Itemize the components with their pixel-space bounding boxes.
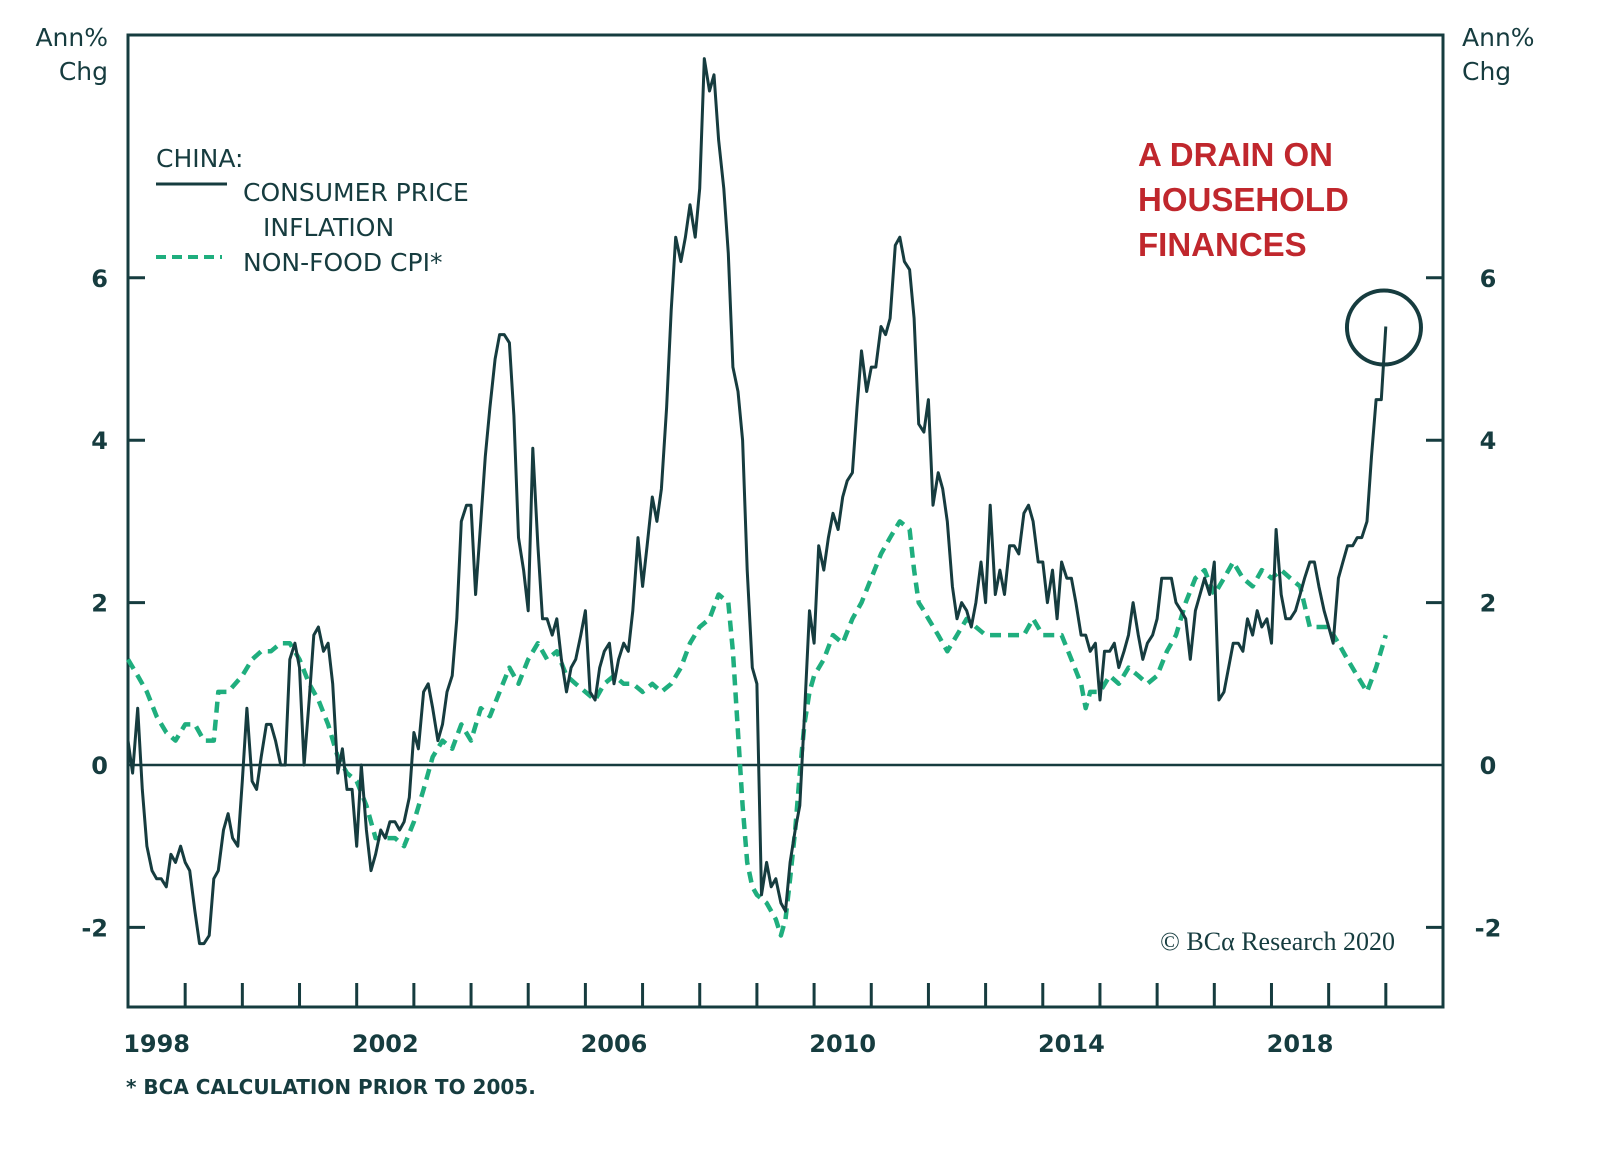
y-tick-label-left: 6 — [91, 265, 108, 293]
annotation: A DRAIN ON HOUSEHOLD FINANCES — [1138, 136, 1423, 367]
series-layer — [126, 57, 1388, 946]
x-tick-label: 2006 — [581, 1030, 648, 1058]
x-tick-label: 2002 — [352, 1030, 419, 1058]
y-axis-ticks — [128, 276, 1443, 929]
x-tick-label: 2018 — [1267, 1030, 1334, 1058]
x-tick-label: 2010 — [809, 1030, 876, 1058]
series-line-consumer-price-inflation — [126, 57, 1388, 946]
y-tick-label-right: 0 — [1480, 752, 1497, 780]
y-tick-label-right: -2 — [1475, 914, 1502, 942]
annotation-circle — [1344, 288, 1423, 367]
y-tick-label-left: 2 — [91, 590, 108, 618]
y-tick-label-right: 6 — [1480, 265, 1497, 293]
y-tick-label-left: 0 — [91, 752, 108, 780]
copyright-text: © BCα Research 2020 — [1160, 927, 1395, 956]
plot-frame — [126, 33, 1445, 1009]
x-tick-label: 2014 — [1038, 1030, 1105, 1058]
right-unit-label-line1: Ann% — [1462, 23, 1535, 52]
legend: CHINA: CONSUMER PRICE INFLATION NON-FOOD… — [156, 144, 469, 277]
x-tick-label: 1998 — [123, 1030, 190, 1058]
legend-title: CHINA: — [156, 144, 243, 173]
legend-entry-cpi-line2: INFLATION — [263, 213, 394, 242]
left-unit-label-line1: Ann% — [35, 23, 108, 52]
footnote: * BCA CALCULATION PRIOR TO 2005. — [126, 1075, 536, 1099]
y-tick-label-right: 4 — [1480, 427, 1497, 455]
y-tick-label-left: 4 — [91, 427, 108, 455]
annotation-line3: FINANCES — [1138, 226, 1307, 263]
y-axis-labels: -2 -2 0 0 2 2 4 4 6 6 — [81, 265, 1501, 943]
annotation-line1: A DRAIN ON — [1138, 136, 1333, 173]
annotation-line2: HOUSEHOLD — [1138, 181, 1349, 218]
y-tick-label-left: -2 — [81, 914, 108, 942]
legend-entry-nonfood-cpi: NON-FOOD CPI* — [243, 248, 442, 277]
left-unit-label-line2: Chg — [59, 57, 108, 86]
series-line-nonfood-cpi — [126, 519, 1388, 938]
x-axis-labels: 1998 2002 2006 2010 2014 2018 — [123, 1030, 1333, 1058]
legend-entry-cpi-line1: CONSUMER PRICE — [243, 178, 469, 207]
right-unit-label-line2: Chg — [1462, 57, 1511, 86]
y-tick-label-right: 2 — [1480, 590, 1497, 618]
x-axis-ticks — [183, 983, 1388, 1007]
